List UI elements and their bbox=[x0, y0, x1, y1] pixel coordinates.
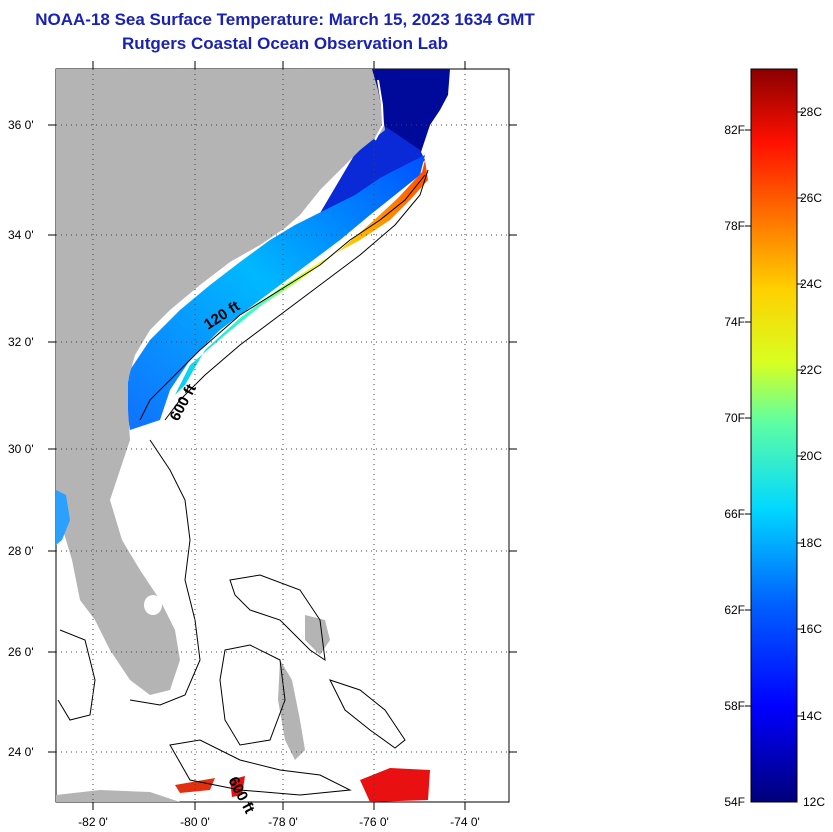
contour-600ft bbox=[164, 169, 429, 421]
colorbar-c-label: 16C bbox=[800, 622, 822, 636]
lat-label: 28 0' bbox=[8, 544, 34, 558]
warm-patch-south bbox=[360, 768, 430, 802]
colorbar-c-label: 26C bbox=[800, 191, 822, 205]
title-block: NOAA-18 Sea Surface Temperature: March 1… bbox=[0, 8, 570, 56]
colorbar-c-label: 14C bbox=[800, 709, 822, 723]
lat-label: 36 0' bbox=[8, 118, 34, 132]
sst-nearshore bbox=[125, 155, 425, 430]
map-subtitle: Rutgers Coastal Ocean Observation Lab bbox=[122, 34, 448, 53]
island-cuba bbox=[56, 790, 180, 802]
colorbar-f-label: 62F bbox=[724, 603, 745, 617]
lat-label: 26 0' bbox=[8, 645, 34, 659]
island-grand-bahama bbox=[305, 615, 330, 655]
lake-okeechobee bbox=[144, 595, 162, 615]
colorbar-f-label: 82F bbox=[724, 123, 745, 137]
island-andros bbox=[278, 660, 305, 760]
lat-label: 24 0' bbox=[8, 745, 34, 759]
colorbar-f-label: 78F bbox=[724, 219, 745, 233]
colorbar-c-label: 24C bbox=[800, 277, 822, 291]
land-mainland bbox=[56, 69, 385, 695]
lon-label: -78 0' bbox=[268, 815, 298, 829]
colorbar-f-label: 66F bbox=[724, 507, 745, 521]
lon-label: -80 0' bbox=[180, 815, 210, 829]
contour-120ft bbox=[139, 174, 426, 421]
shelf-water-north bbox=[310, 120, 425, 230]
colorbar-c-label: 20C bbox=[800, 449, 822, 463]
colorbar-c-label: 12C bbox=[803, 795, 825, 809]
gulf-sst bbox=[56, 490, 70, 545]
colorbar-f-label: 54F bbox=[724, 795, 745, 809]
graticule bbox=[56, 69, 509, 802]
colorbar-c-label: 18C bbox=[800, 536, 822, 550]
lon-label: -76 0' bbox=[359, 815, 389, 829]
colorbar-ticks bbox=[745, 111, 803, 717]
lat-label: 34 0' bbox=[8, 228, 34, 242]
map-title: NOAA-18 Sea Surface Temperature: March 1… bbox=[35, 10, 535, 29]
lat-label: 30 0' bbox=[8, 442, 34, 456]
lat-label: 32 0' bbox=[8, 335, 34, 349]
axis-ticks bbox=[48, 61, 517, 810]
colorbar bbox=[750, 68, 798, 803]
colorbar-f-label: 70F bbox=[724, 411, 745, 425]
colorbar-f-label: 58F bbox=[724, 699, 745, 713]
colorbar-c-label: 28C bbox=[800, 105, 822, 119]
colorbar-c-label: 22C bbox=[800, 363, 822, 377]
sst-shelf-edge bbox=[175, 160, 428, 395]
colorbar-f-label: 74F bbox=[724, 315, 745, 329]
lon-label: -74 0' bbox=[450, 815, 480, 829]
lon-label: -82 0' bbox=[78, 815, 108, 829]
